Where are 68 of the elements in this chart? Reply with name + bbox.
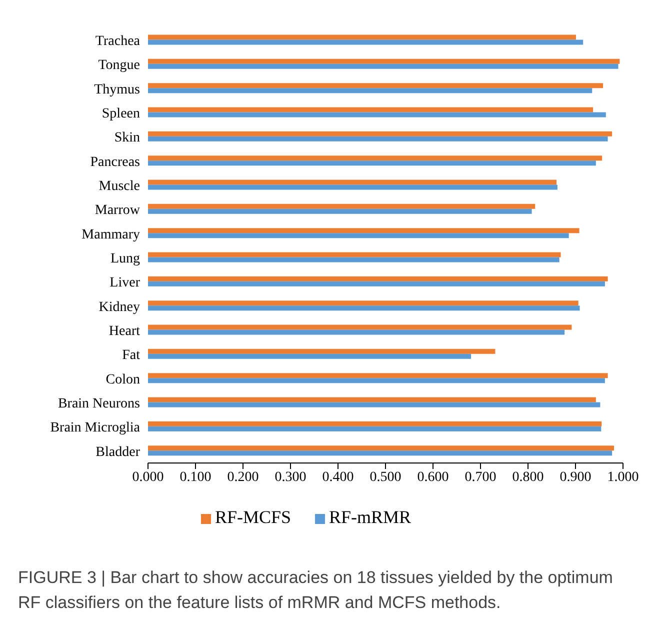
bar: [148, 426, 602, 432]
legend-label: RF-mRMR: [329, 507, 412, 527]
bar: [148, 281, 605, 286]
y-tick-label: Brain Neurons: [58, 396, 140, 412]
bar: [148, 378, 605, 384]
bar: [148, 88, 592, 94]
x-tick-label: 1.000: [607, 470, 639, 485]
bar: [148, 131, 612, 136]
bar: [148, 160, 596, 166]
bar: [148, 450, 612, 456]
x-tick-label: 0.500: [370, 470, 402, 485]
x-tick-label: 0.600: [417, 470, 449, 485]
bar: [148, 324, 572, 330]
bar: [148, 252, 561, 258]
x-tick-label: 0.400: [322, 470, 354, 485]
bar: [148, 156, 602, 161]
bar: [148, 83, 604, 88]
y-tick-label: Bladder: [96, 444, 140, 460]
bar: [148, 446, 614, 451]
bar: [148, 208, 532, 214]
bar: [148, 58, 620, 64]
bar: [148, 306, 580, 311]
caption: FIGURE 3 | Bar chart to show accuracies on 18 tissues yielded by the optimum RF classifiers on the feature lists of mRMR and MCFS methods.: [18, 567, 614, 614]
x-tick-label: 0.200: [227, 470, 259, 485]
x-tick-label: 0.900: [560, 470, 592, 485]
bar: [148, 112, 606, 118]
bar: [148, 402, 600, 408]
x-tick-label: 0.800: [512, 470, 544, 485]
bar: [148, 257, 560, 262]
y-tick-label: Spleen: [102, 106, 140, 122]
bar: [148, 233, 569, 238]
y-tick-label: Liver: [110, 276, 140, 291]
x-tick-label: 0.300: [274, 470, 306, 485]
y-tick-label: Fat: [122, 348, 140, 364]
bar: [148, 34, 576, 40]
y-tick-label: Skin: [114, 130, 140, 146]
bar: [148, 373, 608, 378]
bar: [148, 397, 596, 402]
y-tick-label: Lung: [110, 252, 140, 267]
x-tick-label: 0.700: [464, 470, 496, 485]
bar: [148, 184, 558, 190]
legend-label: RF-MCFS: [214, 507, 291, 527]
bar: [148, 228, 580, 234]
bar: [148, 348, 496, 354]
y-tick-label: Muscle: [98, 179, 140, 194]
bar: [148, 421, 602, 426]
y-tick-label: Kidney: [98, 300, 140, 315]
x-tick-label: 0.100: [180, 470, 212, 485]
bar: [148, 276, 608, 282]
y-tick-label: Trachea: [95, 34, 141, 50]
y-tick-label: Heart: [108, 324, 140, 340]
y-tick-label: Brain Microglia: [50, 420, 141, 436]
y-tick-label: Thymus: [94, 82, 140, 98]
bar: [148, 40, 584, 45]
bar: [148, 64, 618, 69]
y-tick-label: Mammary: [82, 227, 140, 242]
bar: [148, 354, 471, 359]
y-tick-label: Marrow: [94, 203, 141, 218]
bar: [148, 180, 556, 185]
bar: [148, 330, 565, 335]
x-tick-label: 0.000: [132, 470, 164, 485]
bar: [148, 107, 594, 112]
bar: [148, 300, 578, 306]
bar: [148, 136, 608, 142]
y-tick-label: Tongue: [98, 58, 140, 74]
y-tick-label: Colon: [106, 372, 140, 388]
y-tick-label: Pancreas: [90, 154, 140, 170]
bar: [148, 204, 536, 209]
